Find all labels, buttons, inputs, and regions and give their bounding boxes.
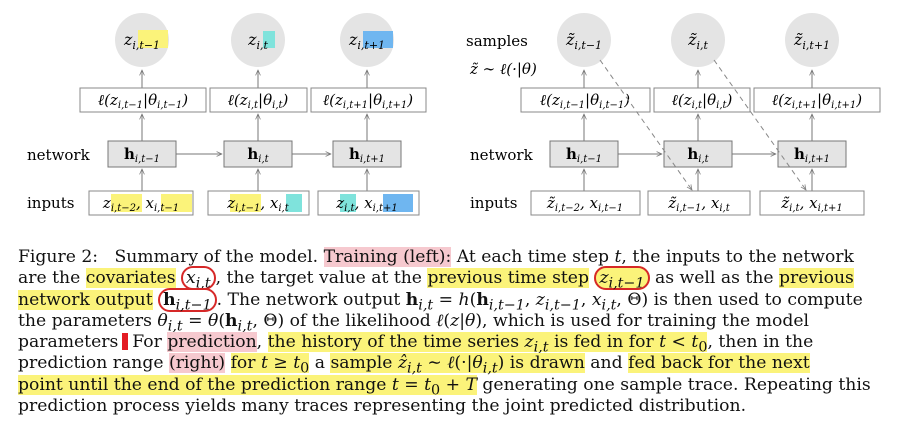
sampling-rule: z̃ ∼ ℓ(·|θ) <box>469 60 537 78</box>
inputs-label: inputs <box>470 194 517 212</box>
caption-line: prediction range (right) for t ≥ t0 a sa… <box>18 353 810 377</box>
caption-line: Figure 2: Summary of the model. Training… <box>18 247 854 267</box>
caption-line: point until the end of the prediction ra… <box>18 374 871 399</box>
caption-line: parameters For prediction, the history of… <box>18 332 814 356</box>
hidden-state-node: hi,t+1 <box>332 140 402 168</box>
samples-label: samples <box>466 32 528 50</box>
input-box: zi,t−2, xi,t−1 <box>88 190 194 216</box>
likelihood-box: ℓ(zi,t−1|θi,t−1) <box>520 87 651 113</box>
svg-text:hi,t−1: hi,t−1 <box>566 145 602 165</box>
likelihood-box: ℓ(zi,t|θi,t) <box>209 87 308 113</box>
hidden-state-node: hi,t+1 <box>777 140 847 168</box>
inputs-label: inputs <box>27 194 74 212</box>
red-annotation-mark <box>122 333 129 351</box>
svg-text:hi,t: hi,t <box>247 145 269 165</box>
figure-caption: Figure 2: Summary of the model. Training… <box>18 247 898 417</box>
input-box: z̃i,t−1, xi,t <box>647 190 751 216</box>
model-diagram: zi,t−1 zi,t zi,t+1 ℓ(zi,t−1|θi,t−1) ℓ(zi… <box>27 13 881 216</box>
svg-text:hi,t+1: hi,t+1 <box>349 145 385 165</box>
input-box: zi,t−1, xi,t <box>207 190 310 216</box>
caption-line: the parameters θi,t = θ(hi,t, Θ) of the … <box>18 310 810 335</box>
caption-line: are the covariates xi,t, the target valu… <box>18 266 854 292</box>
caption-line: network output hi,t−1. The network outpu… <box>18 287 863 314</box>
likelihood-box: ℓ(zi,t−1|θi,t−1) <box>79 87 207 113</box>
svg-text:z̃i,t−1, xi,t: z̃i,t−1, xi,t <box>667 194 730 214</box>
svg-text:hi,t: hi,t <box>687 145 709 165</box>
input-box: zi,t, xi,t+1 <box>317 190 420 216</box>
svg-text:hi,t+1: hi,t+1 <box>794 145 830 165</box>
hidden-state-node: hi,t−1 <box>107 140 177 168</box>
training-diagram: zi,t−1 zi,t zi,t+1 ℓ(zi,t−1|θi,t−1) ℓ(zi… <box>27 13 427 216</box>
likelihood-box: ℓ(zi,t+1|θi,t+1) <box>753 87 881 113</box>
caption-line: prediction process yields many traces re… <box>18 396 747 417</box>
likelihood-box: ℓ(zi,t|θi,t) <box>653 87 751 113</box>
sample-node: z̃i,t <box>671 13 725 67</box>
feedback-arrow <box>713 59 806 190</box>
likelihood-box: ℓ(zi,t+1|θi,t+1) <box>310 87 427 113</box>
network-label: network <box>470 146 534 164</box>
figure-label: Figure 2: <box>18 247 99 267</box>
sample-node: z̃i,t+1 <box>785 13 839 67</box>
hidden-state-node: hi,t <box>663 140 733 168</box>
output-node: zi,t <box>231 13 285 67</box>
prediction-diagram: samples z̃ ∼ ℓ(·|θ) z̃i,t−1 z̃i,t z̃i,t+… <box>466 13 881 216</box>
hidden-state-node: hi,t <box>223 140 293 168</box>
output-node: zi,t+1 <box>340 13 394 67</box>
feedback-arrow <box>599 59 692 190</box>
network-label: network <box>27 146 91 164</box>
sample-node: z̃i,t−1 <box>557 13 611 67</box>
input-box: z̃i,t, xi,t+1 <box>759 190 865 216</box>
svg-text:hi,t−1: hi,t−1 <box>124 145 160 165</box>
hidden-state-node: hi,t−1 <box>549 140 619 168</box>
output-node: zi,t−1 <box>115 13 169 67</box>
input-box: z̃i,t−2, xi,t−1 <box>530 190 641 216</box>
